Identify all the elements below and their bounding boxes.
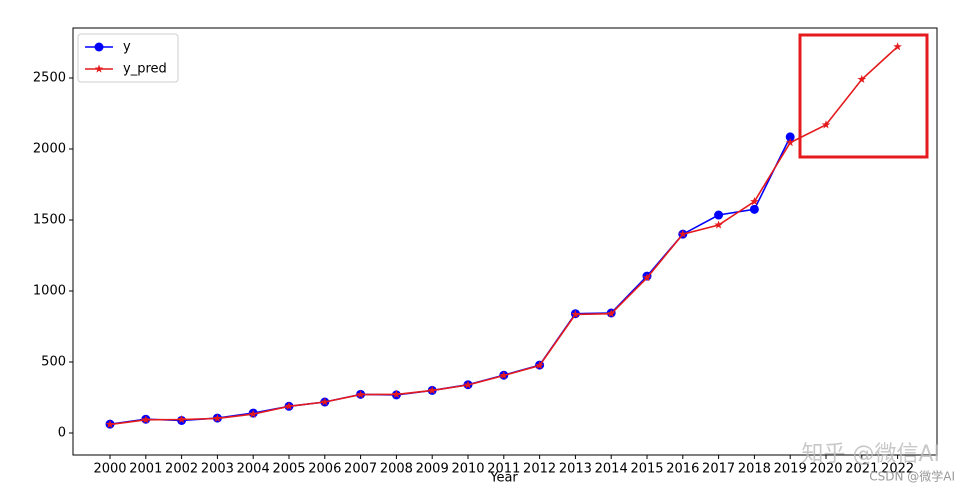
legend: y y_pred [77, 33, 179, 83]
x-tick-label: 2022 [881, 462, 914, 477]
y-tick-label: 1500 [33, 212, 66, 227]
x-tick-label: 2018 [738, 462, 771, 477]
x-tick-label: 2001 [129, 462, 162, 477]
point [785, 132, 795, 142]
point [356, 390, 365, 399]
legend-label: y_pred [123, 62, 167, 77]
x-tick-label: 2004 [237, 462, 270, 477]
point [248, 409, 258, 418]
x-tick-label: 2006 [308, 462, 341, 477]
x-axis-label: Year [489, 471, 518, 486]
point [714, 210, 724, 220]
point [678, 229, 688, 238]
point [857, 74, 867, 83]
x-tick-label: 2007 [344, 462, 377, 477]
point [392, 389, 401, 398]
watermark: 知乎 @微信AI [801, 442, 940, 467]
point [177, 415, 186, 424]
y-tick-label: 2500 [33, 70, 66, 85]
point [320, 397, 330, 406]
point [606, 309, 616, 318]
point [427, 385, 437, 394]
point [642, 273, 652, 282]
highlight-box [798, 33, 929, 159]
x-tick-label: 2014 [595, 462, 628, 477]
point [749, 204, 759, 214]
y-tick-label: 0 [58, 425, 66, 440]
x-tick-label: 2008 [380, 462, 413, 477]
y-tick-label: 1000 [33, 283, 66, 298]
legend-marker [94, 64, 104, 73]
x-tick-label: 2015 [630, 462, 663, 477]
watermark: CSDN @微学AI [869, 469, 955, 484]
series-line [109, 136, 791, 425]
point [785, 138, 795, 147]
x-tick-label: 2002 [165, 462, 198, 477]
point [463, 380, 473, 389]
x-tick-label: 2003 [201, 462, 234, 477]
point [535, 361, 544, 370]
point [571, 309, 580, 319]
x-tick-label: 2013 [559, 462, 592, 477]
x-tick-label: 2012 [523, 462, 556, 477]
x-tick-label: 2000 [93, 462, 126, 477]
x-tick-label: 2019 [774, 462, 807, 477]
x-tick-label: 2005 [272, 462, 305, 477]
y-tick-label: 500 [41, 354, 66, 369]
point [141, 415, 151, 424]
legend-marker [94, 42, 104, 52]
point [213, 413, 222, 422]
legend-label: y [123, 40, 131, 55]
x-tick-label: 2010 [451, 462, 484, 477]
point [821, 120, 831, 129]
point [499, 371, 509, 380]
y-tick-label: 2000 [33, 141, 66, 156]
point [893, 42, 902, 51]
x-tick-label: 2020 [809, 462, 842, 477]
x-tick-label: 2011 [487, 462, 520, 477]
point [714, 220, 723, 229]
x-tick-label: 2021 [845, 462, 878, 477]
plot-frame [72, 27, 938, 456]
point [750, 197, 759, 206]
x-tick-label: 2009 [416, 462, 449, 477]
series-line [109, 46, 899, 426]
x-tick-label: 2016 [666, 462, 699, 477]
point [105, 420, 115, 429]
x-tick-label: 2017 [702, 462, 735, 477]
point [284, 401, 294, 410]
